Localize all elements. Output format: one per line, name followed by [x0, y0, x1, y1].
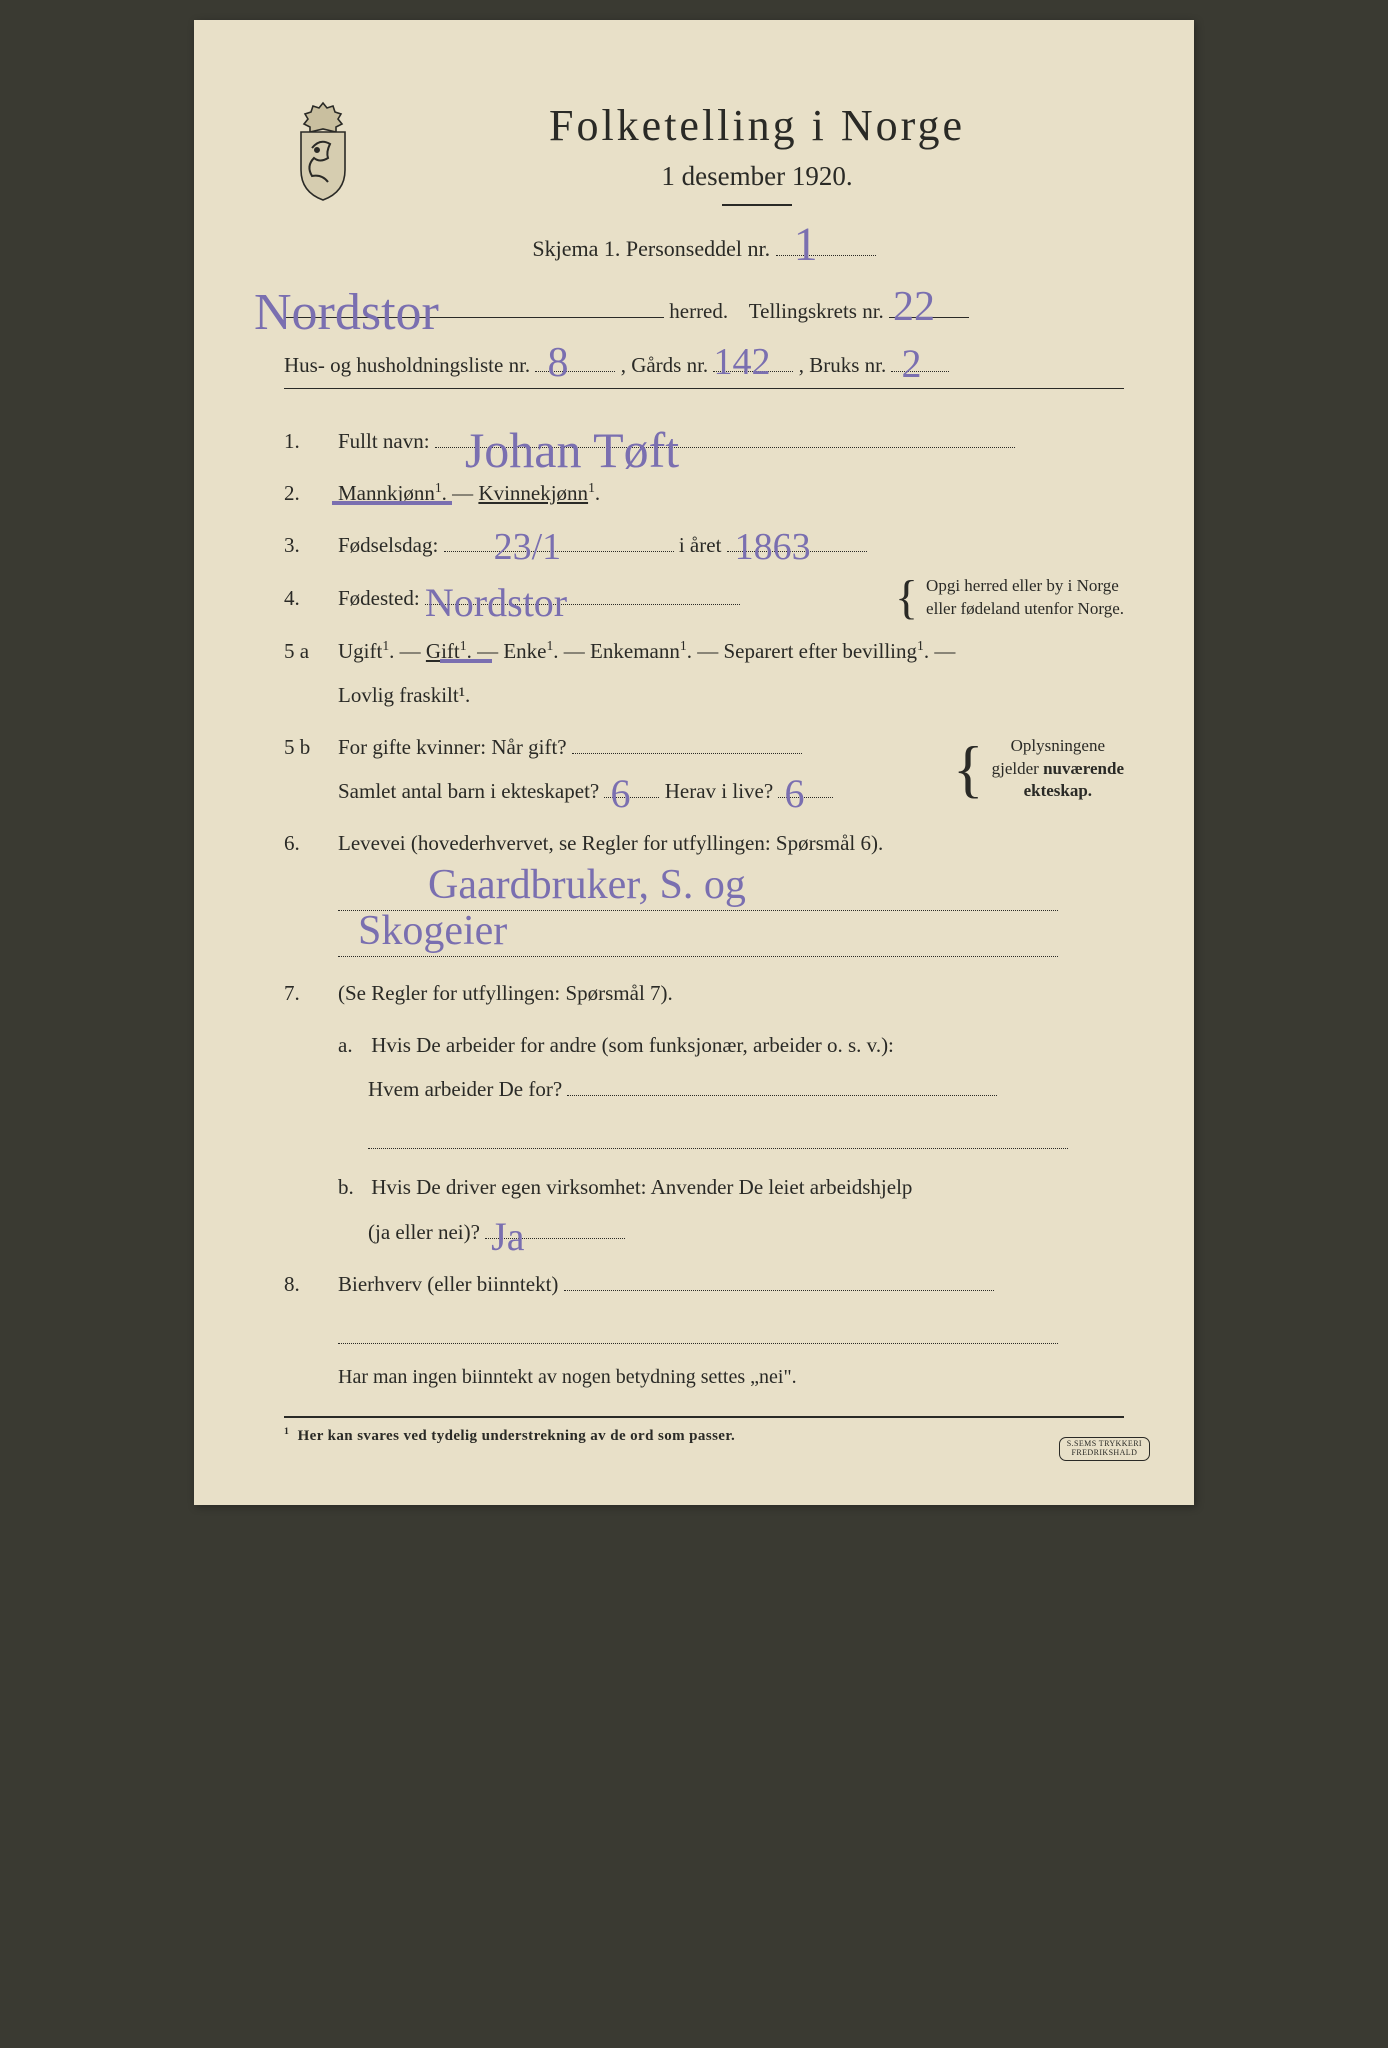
q4-num: 4.	[284, 586, 328, 611]
bruks-label: , Bruks nr.	[799, 353, 887, 377]
tellingskrets-nr: 22	[893, 268, 935, 348]
title-block: Folketelling i Norge 1 desember 1920.	[390, 100, 1124, 224]
q7a-label1: Hvis De arbeider for andre (som funksjon…	[371, 1033, 894, 1057]
q7a-label2: Hvem arbeider De for?	[368, 1077, 562, 1101]
q8-num: 8.	[284, 1272, 328, 1297]
occupation-1: Gaardbruker, S. og	[428, 861, 746, 909]
footer-rule	[284, 1416, 1124, 1418]
header: Folketelling i Norge 1 desember 1920.	[284, 100, 1124, 224]
marital-mark	[440, 659, 492, 663]
printer-stamp: S.SEMS TRYKKERIFREDRIKSHALD	[1059, 1437, 1150, 1461]
q7b-label2: (ja eller nei)?	[368, 1220, 480, 1244]
coat-of-arms-icon	[284, 100, 362, 205]
q1-num: 1.	[284, 429, 328, 454]
q5a-options: Ugift1. — Gift1. — Enke1. — Enkemann1. —…	[338, 629, 1124, 673]
q5b-label2: Samlet antal barn i ekteskapet?	[338, 779, 599, 803]
tellingskrets-label: Tellingskrets nr.	[749, 299, 884, 323]
q7b-num: b.	[338, 1165, 366, 1209]
gender-mark	[332, 501, 452, 505]
q7a-row: a. Hvis De arbeider for andre (som funks…	[284, 1023, 1124, 1157]
q6-label: Levevei (hovederhvervet, se Regler for u…	[338, 831, 883, 855]
hus-label: Hus- og husholdningsliste nr.	[284, 353, 530, 377]
q2-female: Kvinnekjønn	[478, 481, 588, 505]
q4-row: 4. Fødested: Nordstor { Opgi herred elle…	[284, 575, 1124, 621]
q8-row: 8. Bierhverv (eller biinntekt)	[284, 1262, 1124, 1306]
occupation-2: Skogeier	[358, 907, 507, 955]
q8-label: Bierhverv (eller biinntekt)	[338, 1272, 558, 1296]
q3-row: 3. Fødselsdag: 23/1 i året 1863	[284, 523, 1124, 567]
q1-label: Fullt navn:	[338, 429, 430, 453]
title-divider	[722, 204, 792, 206]
q5b-label1: For gifte kvinner: Når gift?	[338, 735, 567, 759]
q6-answer: Gaardbruker, S. og Skogeier	[338, 873, 1124, 957]
q4-label: Fødested:	[338, 586, 420, 610]
q3-num: 3.	[284, 533, 328, 558]
q7a-blank	[368, 1119, 1068, 1149]
q2-row: 2. Mannkjønn1. — Kvinnekjønn1.	[284, 471, 1124, 515]
q7b-label1: Hvis De driver egen virksomhet: Anvender…	[371, 1175, 912, 1199]
q1-row: 1. Fullt navn: Johan Tøft	[284, 419, 1124, 463]
q7a-num: a.	[338, 1023, 366, 1067]
q3-label: Fødselsdag:	[338, 533, 438, 557]
q2-num: 2.	[284, 481, 328, 506]
herred-label: herred.	[669, 299, 728, 323]
gards-label: , Gårds nr.	[621, 353, 709, 377]
herred-line: Nordstor herred. Tellingskrets nr. 22	[284, 292, 1124, 332]
gards-nr: 142	[713, 326, 770, 398]
q5b-note: Oplysningene gjelder nuværende ekteskap.	[992, 735, 1124, 804]
q5a-num: 5 a	[284, 639, 328, 664]
footnote: 1 Her kan svares ved tydelig understrekn…	[284, 1426, 1124, 1445]
q5b-row: 5 b For gifte kvinner: Når gift? Samlet …	[284, 725, 1124, 813]
brace-icon: {	[953, 748, 984, 790]
brace-icon: {	[895, 582, 918, 613]
skjema-label: Skjema 1. Personseddel nr.	[532, 236, 770, 261]
q5a-options-2: Lovlig fraskilt¹.	[338, 673, 1124, 717]
main-title: Folketelling i Norge	[390, 100, 1124, 151]
q4-note: Opgi herred eller by i Norge eller fødel…	[926, 575, 1124, 621]
q6-num: 6.	[284, 831, 328, 856]
q7-label: (Se Regler for utfyllingen: Spørsmål 7).	[338, 971, 1124, 1015]
q5b-num: 5 b	[284, 735, 328, 760]
subtitle: 1 desember 1920.	[390, 161, 1124, 192]
q7-row: 7. (Se Regler for utfyllingen: Spørsmål …	[284, 971, 1124, 1015]
q5b-label3: Herav i live?	[665, 779, 773, 803]
census-form-page: Folketelling i Norge 1 desember 1920. Sk…	[194, 20, 1194, 1505]
q7b-row: b. Hvis De driver egen virksomhet: Anven…	[284, 1165, 1124, 1253]
q3-mid: i året	[679, 533, 722, 557]
q8-blank	[338, 1314, 1058, 1344]
hus-line: Hus- og husholdningsliste nr. 8 , Gårds …	[284, 346, 1124, 389]
q6-row: 6. Levevei (hovederhvervet, se Regler fo…	[284, 821, 1124, 865]
q5a-row: 5 a Ugift1. — Gift1. — Enke1. — Enkemann…	[284, 629, 1124, 717]
skjema-line: Skjema 1. Personseddel nr. 1	[284, 228, 1124, 270]
closing-note: Har man ingen biinntekt av nogen betydni…	[338, 1358, 1124, 1396]
q7-num: 7.	[284, 981, 328, 1006]
